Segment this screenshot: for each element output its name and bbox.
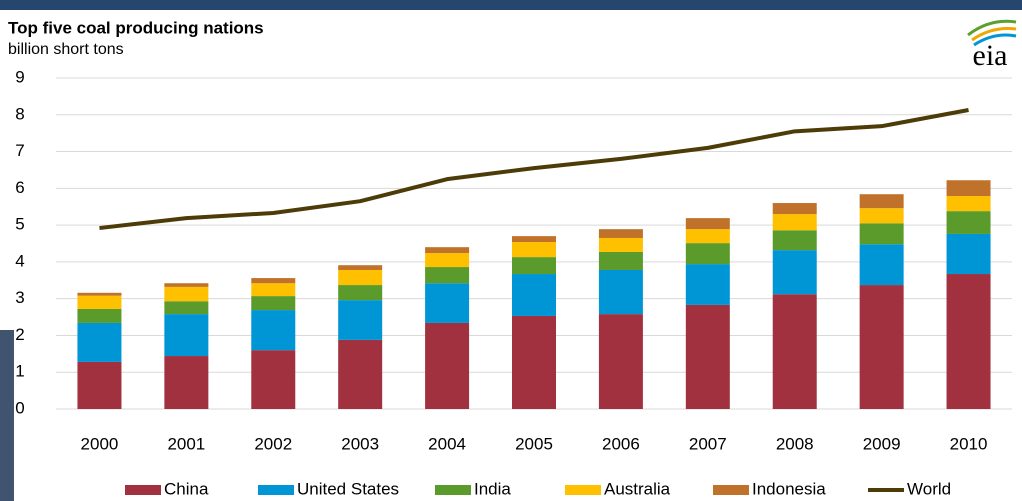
bar-segment <box>772 250 817 295</box>
bar-segment <box>77 292 122 296</box>
bar-segment <box>164 301 209 315</box>
bar-segment <box>685 264 730 305</box>
legend-swatch <box>258 485 294 495</box>
bar-segment <box>859 194 904 209</box>
legend-swatch <box>435 485 471 495</box>
legend-swatch <box>713 485 749 495</box>
x-tick-label: 2009 <box>863 434 901 453</box>
x-tick-label: 2008 <box>776 434 814 453</box>
bar-segment <box>685 243 730 265</box>
logo-arc <box>973 33 1017 47</box>
y-tick-label: 4 <box>15 251 24 270</box>
bar-segment <box>338 265 383 270</box>
x-tick-label: 2003 <box>341 434 379 453</box>
bar-segment <box>251 278 296 284</box>
bar-segment <box>338 269 383 286</box>
chart-subtitle: billion short tons <box>8 41 124 58</box>
bar-segment <box>598 269 643 315</box>
bar-segment <box>946 233 991 275</box>
y-tick-label: 9 <box>15 67 24 86</box>
bar-segment <box>772 294 817 409</box>
bar-segment <box>425 322 470 409</box>
bar-segment <box>946 196 991 212</box>
bar-segment <box>598 237 643 252</box>
bar-segment <box>685 218 730 230</box>
bar-segment <box>512 257 556 275</box>
bar-segment <box>772 230 817 251</box>
y-tick-label: 7 <box>15 141 24 160</box>
legend-label: India <box>474 479 511 498</box>
x-tick-label: 2002 <box>254 434 292 453</box>
bar-segment <box>859 223 904 245</box>
x-tick-label: 2004 <box>428 434 466 453</box>
bar-segment <box>251 350 296 409</box>
x-tick-label: 2005 <box>515 434 553 453</box>
y-tick-label: 6 <box>15 178 24 197</box>
legend-label: Australia <box>604 479 671 498</box>
x-tick-label: 2006 <box>602 434 640 453</box>
x-tick-label: 2000 <box>81 434 119 453</box>
bar-segment <box>946 180 991 197</box>
bar-segment <box>772 214 817 231</box>
bar-segment <box>338 300 383 340</box>
bar-segment <box>859 285 904 409</box>
legend-label: China <box>164 479 209 498</box>
y-tick-label: 5 <box>15 215 24 234</box>
line <box>99 108 969 231</box>
bar-segment <box>512 274 556 316</box>
y-tick-label: 2 <box>15 325 24 344</box>
y-tick-label: 1 <box>15 362 24 381</box>
chart-title: Top five coal producing nations <box>8 18 264 37</box>
bar-segment <box>251 310 296 351</box>
legend-label: World <box>907 479 951 498</box>
chart-background <box>0 10 1022 501</box>
bar-segment <box>338 339 383 409</box>
bar-segment <box>164 356 209 409</box>
bar-segment <box>859 244 904 286</box>
bar-segment <box>512 236 556 243</box>
bar-segment <box>77 308 122 323</box>
logo-arc <box>967 19 1017 37</box>
logo: eia <box>973 39 1008 72</box>
bar-segment <box>425 247 470 254</box>
bar-segment <box>164 286 209 302</box>
bar-segment <box>425 283 470 323</box>
frame-edge <box>0 330 14 501</box>
legend-label: Indonesia <box>752 479 826 498</box>
legend-label: United States <box>297 479 399 498</box>
bar-segment <box>512 242 556 258</box>
y-tick-label: 0 <box>15 398 24 417</box>
x-tick-label: 2001 <box>167 434 205 453</box>
bar-segment <box>77 322 122 362</box>
bar-segment <box>425 253 470 268</box>
bar-segment <box>164 283 209 287</box>
bar-segment <box>685 229 730 244</box>
bar-segment <box>598 251 643 270</box>
bar-segment <box>512 315 556 409</box>
bar-segment <box>425 267 470 284</box>
bar-segment <box>251 296 296 311</box>
legend-swatch <box>565 485 601 495</box>
y-tick-label: 8 <box>15 104 24 123</box>
bar-segment <box>77 295 122 309</box>
legend-swatch <box>125 485 161 495</box>
y-tick-label: 3 <box>15 288 24 307</box>
bar-segment <box>251 283 296 297</box>
bar-segment <box>946 274 991 409</box>
bar-segment <box>598 314 643 409</box>
bar-segment <box>77 361 122 409</box>
bar-segment <box>685 304 730 409</box>
bar-segment <box>859 208 904 224</box>
bar-segment <box>164 314 209 357</box>
bar-segment <box>772 203 817 215</box>
bar-segment <box>338 285 383 301</box>
bar-segment <box>598 229 643 238</box>
bar-segment <box>946 211 991 234</box>
x-tick-label: 2007 <box>689 434 727 453</box>
x-tick-label: 2010 <box>950 434 988 453</box>
logo-arc <box>971 27 1017 42</box>
